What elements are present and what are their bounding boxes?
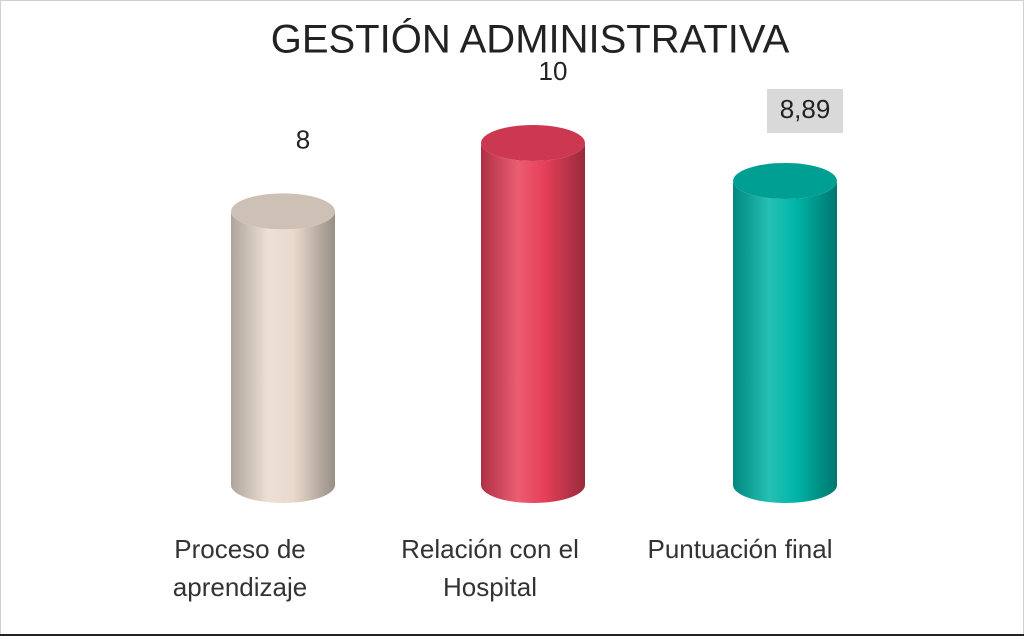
- category-label: Relación con el Hospital: [401, 534, 579, 602]
- value-label: 8,89: [780, 94, 831, 124]
- bar: [231, 211, 335, 503]
- value-label-box: [767, 88, 843, 133]
- value-label: 8: [296, 124, 310, 154]
- category-label: Proceso de aprendizaje: [172, 534, 308, 602]
- bar-top: [481, 125, 585, 161]
- value-label: 10: [539, 56, 568, 86]
- bar: [481, 143, 585, 503]
- bar: [733, 180, 837, 503]
- chart-title: GESTIÓN ADMINISTRATIVA: [271, 17, 790, 62]
- category-label: Puntuación final: [647, 534, 833, 564]
- bar-top: [733, 162, 837, 199]
- bar-top: [231, 193, 335, 230]
